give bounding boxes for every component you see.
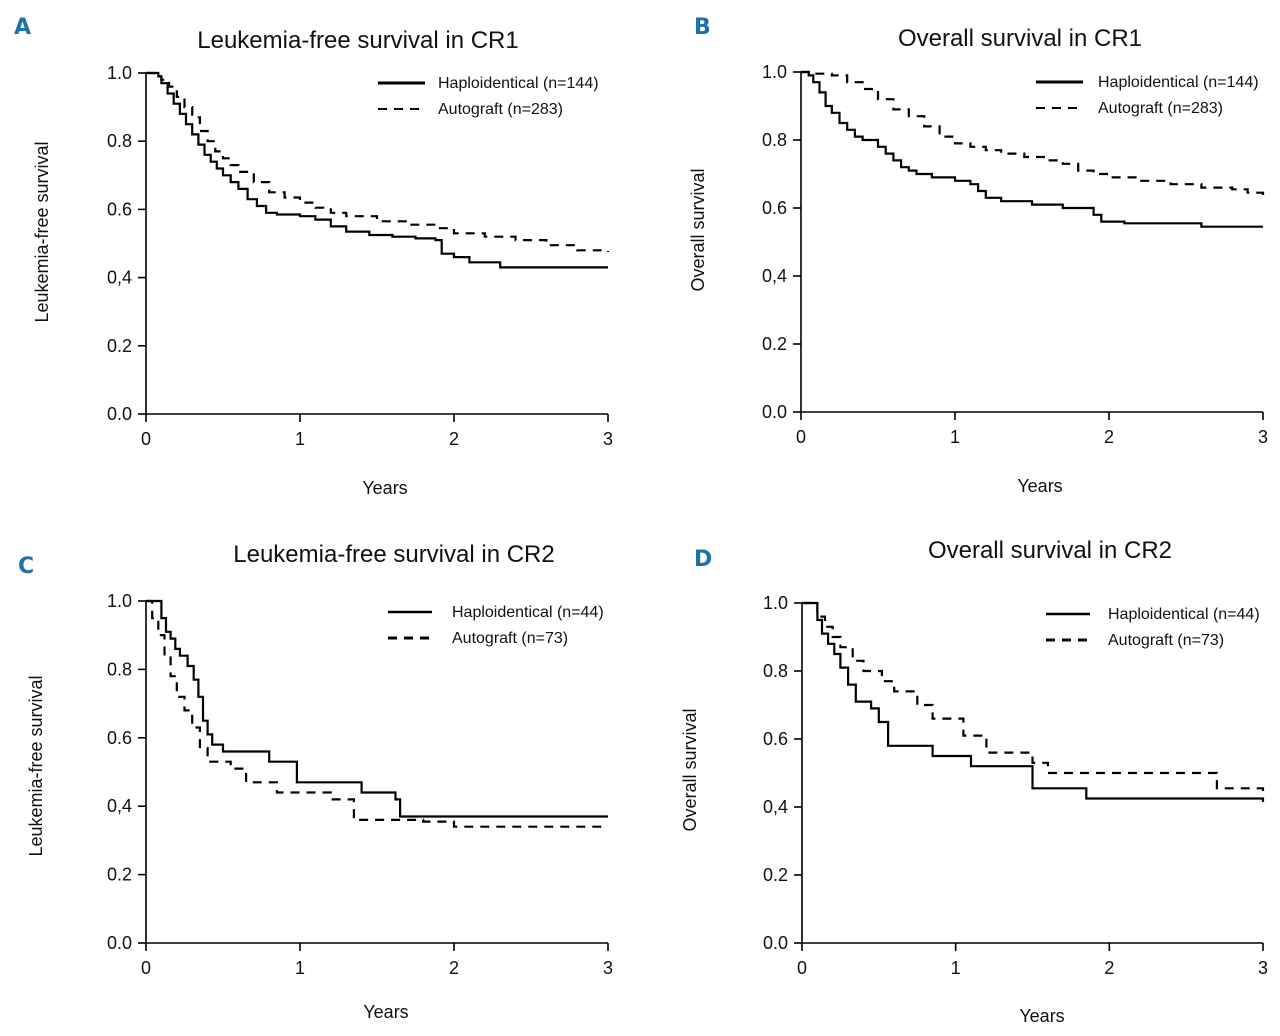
axes: 0.0 0.2 0,4 0.6 0.8 1.0 0 1 2 3 — [107, 63, 613, 449]
panel-letter-b: B — [694, 15, 711, 40]
x-axis-label: Years — [1017, 476, 1062, 496]
legend-entry-0: Haploidentical (n=44) — [452, 604, 604, 621]
x-tick-label: 1 — [950, 427, 960, 447]
y-tick-label: 0.6 — [107, 728, 132, 748]
legend: Haploidentical (n=144) Autograft (n=283) — [378, 75, 599, 118]
y-tick-label: 0.6 — [763, 729, 788, 749]
x-axis-label: Years — [362, 478, 407, 498]
axes: 0.0 0.2 0,4 0.6 0.8 1.0 0 1 2 3 — [763, 593, 1268, 978]
y-tick-label: 0.0 — [107, 404, 132, 424]
legend-entry-1: Autograft (n=283) — [1098, 100, 1223, 117]
y-tick-label: 1.0 — [762, 62, 787, 82]
panel-b: B Overall survival in CR1 Overall surviv… — [688, 15, 1268, 496]
y-axis-label: Leukemia-free survival — [32, 141, 52, 322]
series-line-autograft — [146, 71, 610, 252]
y-tick-label: 0,4 — [762, 266, 787, 286]
series-line-haploidentical — [802, 601, 1265, 802]
series-line-haploidentical — [146, 599, 608, 818]
legend-entry-0: Haploidentical (n=144) — [1098, 74, 1259, 91]
chart-title: Overall survival in CR2 — [928, 537, 1172, 564]
legend: Haploidentical (n=44) Autograft (n=73) — [388, 604, 604, 647]
x-tick-label: 1 — [951, 958, 961, 978]
legend-entry-1: Autograft (n=73) — [452, 630, 568, 647]
y-tick-label: 0.8 — [107, 131, 132, 151]
y-tick-label: 0.6 — [107, 199, 132, 219]
y-tick-label: 0.8 — [107, 659, 132, 679]
legend: Haploidentical (n=44) Autograft (n=73) — [1046, 606, 1260, 649]
x-tick-label: 3 — [603, 429, 613, 449]
x-axis-label: Years — [1019, 1006, 1064, 1026]
axes: 0.0 0.2 0,4 0.6 0.8 1.0 0 1 2 3 — [107, 591, 613, 978]
panel-letter-c: C — [18, 554, 34, 579]
y-tick-label: 1.0 — [763, 593, 788, 613]
panel-c: C Leukemia-free survival in CR2 Leukemia… — [18, 541, 613, 1022]
series-line-autograft — [802, 601, 1265, 792]
series-line-autograft — [146, 599, 608, 828]
x-tick-label: 2 — [1104, 427, 1114, 447]
y-tick-label: 0.0 — [763, 933, 788, 953]
x-tick-label: 0 — [797, 958, 807, 978]
curves — [802, 601, 1265, 802]
axes: 0.0 0.2 0,4 0.6 0.8 1.0 0 1 2 3 — [762, 62, 1268, 447]
legend: Haploidentical (n=144) Autograft (n=283) — [1036, 74, 1259, 117]
y-tick-label: 0.2 — [107, 865, 132, 885]
y-tick-label: 0.6 — [762, 198, 787, 218]
y-tick-label: 0.8 — [763, 661, 788, 681]
curves — [801, 70, 1265, 228]
y-tick-label: 0,4 — [107, 268, 132, 288]
panel-letter-a: A — [14, 15, 31, 40]
y-tick-label: 0,4 — [107, 796, 132, 816]
y-axis-label: Overall survival — [680, 708, 700, 831]
chart-title: Overall survival in CR1 — [898, 25, 1142, 52]
y-tick-label: 0.0 — [762, 402, 787, 422]
legend-entry-0: Haploidentical (n=44) — [1108, 606, 1260, 623]
curves — [146, 71, 610, 269]
x-tick-label: 2 — [449, 429, 459, 449]
chart-title: Leukemia-free survival in CR1 — [197, 27, 518, 54]
series-line-autograft — [801, 70, 1265, 197]
x-tick-label: 2 — [449, 958, 459, 978]
y-tick-label: 1.0 — [107, 591, 132, 611]
panel-d: D Overall survival in CR2 Overall surviv… — [680, 537, 1268, 1026]
y-axis-label: Leukemia-free survival — [26, 675, 46, 856]
curves — [146, 599, 608, 828]
y-tick-label: 0.2 — [763, 865, 788, 885]
x-tick-label: 3 — [1258, 427, 1268, 447]
x-axis-label: Years — [363, 1002, 408, 1022]
y-tick-label: 0,4 — [763, 797, 788, 817]
panel-letter-d: D — [694, 547, 712, 572]
legend-entry-1: Autograft (n=283) — [438, 101, 563, 118]
x-tick-label: 2 — [1104, 958, 1114, 978]
y-tick-label: 0.0 — [107, 933, 132, 953]
y-tick-label: 0.2 — [107, 336, 132, 356]
legend-entry-1: Autograft (n=73) — [1108, 632, 1224, 649]
series-line-haploidentical — [146, 71, 608, 269]
y-tick-label: 1.0 — [107, 63, 132, 83]
y-tick-label: 0.2 — [762, 334, 787, 354]
x-tick-label: 3 — [603, 958, 613, 978]
panel-a: A Leukemia-free survival in CR1 Leukemia… — [14, 15, 613, 498]
x-tick-label: 0 — [141, 429, 151, 449]
x-tick-label: 3 — [1258, 958, 1268, 978]
x-tick-label: 0 — [796, 427, 806, 447]
chart-title: Leukemia-free survival in CR2 — [233, 541, 554, 568]
x-tick-label: 0 — [141, 958, 151, 978]
y-axis-label: Overall survival — [688, 168, 708, 291]
y-tick-label: 0.8 — [762, 130, 787, 150]
legend-entry-0: Haploidentical (n=144) — [438, 75, 599, 92]
x-tick-label: 1 — [295, 958, 305, 978]
x-tick-label: 1 — [295, 429, 305, 449]
series-line-haploidentical — [801, 70, 1263, 228]
